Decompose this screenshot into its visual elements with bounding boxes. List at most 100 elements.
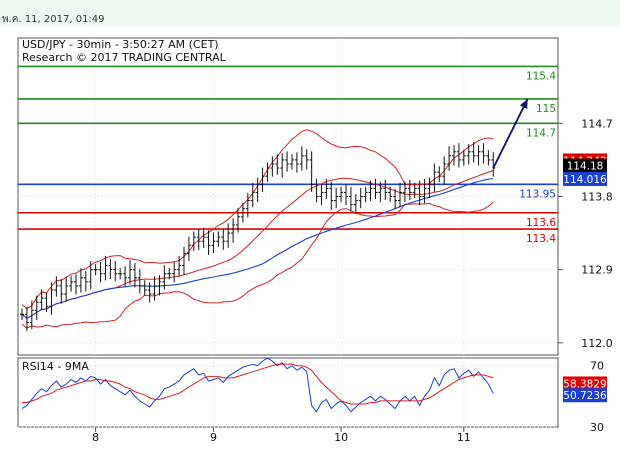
price-bar — [339, 186, 344, 203]
rsi-panel-frame — [17, 357, 559, 428]
price-bar — [240, 203, 245, 223]
bollinger-upper-line — [21, 129, 494, 310]
price-bar — [275, 154, 280, 175]
y-tick-label: 113.8 — [581, 191, 613, 204]
y-tick-label: 112.0 — [581, 337, 613, 350]
price-bar — [182, 246, 186, 276]
price-bar — [69, 276, 74, 292]
y-tick-label: 112.9 — [581, 264, 613, 277]
x-tick-label: 11 — [457, 431, 471, 444]
price-bar — [74, 274, 78, 295]
price-bar — [236, 208, 240, 233]
price-bar — [142, 280, 147, 296]
price-bar — [393, 188, 398, 210]
rsi-tick-label: 30 — [590, 421, 604, 434]
price-bar — [388, 186, 393, 203]
projection-arrow-line — [492, 98, 529, 169]
price-bar — [201, 227, 206, 248]
price-bar — [432, 163, 437, 192]
price-bar — [44, 292, 49, 312]
price-bar — [54, 276, 59, 297]
price-bar — [285, 151, 290, 172]
price-bar — [304, 149, 309, 170]
price-bar — [358, 187, 363, 209]
level-label: 113.95 — [519, 188, 556, 200]
price-bar — [196, 229, 201, 250]
price-bar — [368, 180, 373, 202]
level-label: 114.7 — [526, 127, 556, 139]
price-bar — [481, 143, 486, 164]
y-tick-label: 114.7 — [581, 117, 613, 130]
price-bar — [211, 232, 216, 253]
price-bar — [265, 162, 270, 182]
price-bar — [299, 146, 304, 171]
price-bar — [383, 179, 388, 201]
price-bar — [162, 265, 167, 290]
ma-long-line — [21, 177, 494, 320]
x-tick-label: 8 — [92, 431, 99, 444]
price-bar — [442, 156, 447, 185]
price-bar — [123, 266, 128, 287]
price-bar — [118, 268, 123, 280]
price-bar — [373, 178, 378, 200]
price-bar — [476, 145, 481, 166]
rsi-ma-line — [22, 363, 494, 405]
price-bar — [398, 182, 402, 208]
price-bar — [486, 150, 491, 166]
price-bar — [59, 279, 64, 304]
price-bar — [103, 255, 108, 281]
price-bar — [83, 271, 88, 292]
price-bar — [137, 269, 142, 294]
price-bar — [402, 181, 407, 203]
price-bar — [250, 182, 255, 208]
price-bar — [412, 182, 417, 199]
price-bar — [29, 300, 34, 330]
price-bar — [49, 282, 54, 315]
price-bar — [221, 229, 226, 250]
rsi-line — [21, 357, 494, 413]
price-bar — [216, 231, 221, 247]
price-tag — [563, 171, 607, 186]
price-tag-label: 114.016 — [563, 174, 607, 186]
price-bar — [309, 151, 314, 192]
price-bar — [157, 275, 162, 296]
price-bar — [314, 178, 319, 203]
date-stamp: พ.ค. 11, 2017, 01:49 — [2, 14, 105, 25]
level-label: 115 — [536, 103, 556, 115]
level-label: 115.4 — [526, 70, 556, 82]
price-bar — [270, 156, 275, 177]
price-bar — [363, 186, 368, 203]
price-bar — [186, 236, 191, 262]
price-bar — [466, 144, 471, 165]
rsi-title: RSI14 - 9MA — [22, 360, 89, 373]
price-bar — [128, 260, 132, 285]
chart-subtitle: Research © 2017 TRADING CENTRAL — [22, 51, 227, 64]
price-bar — [226, 223, 231, 248]
level-label: 113.4 — [526, 233, 556, 245]
price-bar — [108, 258, 113, 280]
price-bar — [417, 180, 422, 206]
chart-title: USD/JPY - 30min - 3:50:27 AM (CET) — [22, 38, 219, 51]
price-bar — [34, 295, 39, 320]
price-bar — [255, 177, 260, 203]
level-label: 113.6 — [526, 217, 556, 229]
price-bar — [177, 255, 182, 277]
price-bar — [294, 152, 299, 173]
price-bar — [290, 154, 294, 170]
price-bar — [172, 262, 177, 283]
price-bar — [64, 277, 69, 302]
price-bar — [260, 167, 265, 192]
rsi-tick-label: 70 — [590, 360, 604, 373]
rsi-value-tag-label: 50.7236 — [563, 390, 607, 402]
rsi-value-tag-label: 58.3829 — [563, 378, 606, 390]
price-bar — [452, 145, 456, 166]
rsi-value-tag — [563, 376, 607, 391]
price-bar — [132, 262, 137, 288]
projection-arrow-head — [519, 98, 528, 109]
price-bar — [39, 289, 44, 310]
price-bar — [353, 193, 358, 215]
price-bar — [456, 143, 461, 168]
x-tick-label: 10 — [334, 431, 348, 444]
price-bar — [167, 268, 172, 280]
